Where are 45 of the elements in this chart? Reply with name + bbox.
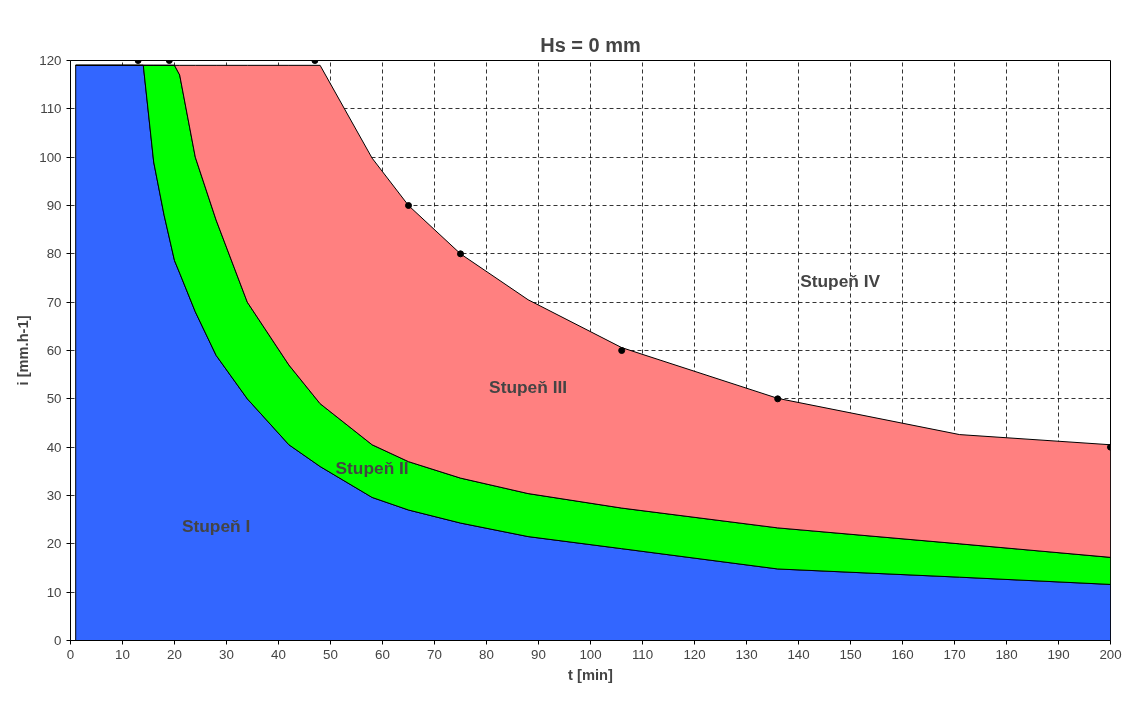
y-tick-label: 30 xyxy=(46,488,62,503)
x-tick-label: 100 xyxy=(579,646,602,662)
series-label: Stupeň III xyxy=(489,376,568,397)
y-tick-label: 90 xyxy=(46,198,62,213)
y-tick-label: 10 xyxy=(46,584,62,600)
y-tick-label: 80 xyxy=(46,246,62,262)
x-tick-label: 40 xyxy=(271,646,286,662)
x-tick-label: 80 xyxy=(479,646,494,662)
series-label: Stupeň II xyxy=(335,458,409,479)
x-tick-label: 190 xyxy=(1047,646,1070,662)
x-tick-label: 10 xyxy=(115,646,130,662)
x-tick-label: 50 xyxy=(323,646,338,662)
x-tick-label: 170 xyxy=(943,646,966,662)
x-tick-label: 110 xyxy=(631,646,654,662)
annotation: Stupeň IV xyxy=(800,270,881,291)
x-tick-label: 60 xyxy=(375,646,390,662)
x-tick-label: 180 xyxy=(995,646,1018,662)
series-label: Stupeň I xyxy=(181,516,251,537)
x-axis-title: t [min] xyxy=(568,666,613,683)
point xyxy=(774,395,782,403)
y-tick-label: 120 xyxy=(39,53,62,68)
point xyxy=(457,250,464,258)
y-tick-label: 0 xyxy=(54,633,62,648)
x-tick-label: 140 xyxy=(787,646,810,662)
x-tick-label: 90 xyxy=(531,646,546,662)
y-tick-label: 60 xyxy=(46,343,62,358)
chart-title: Hs = 0 mm xyxy=(540,33,641,56)
y-tick-label: 20 xyxy=(46,536,62,552)
x-tick-label: 20 xyxy=(167,646,182,662)
x-tick-label: 150 xyxy=(839,646,862,662)
x-tick-label: 0 xyxy=(66,646,75,662)
point xyxy=(618,347,626,354)
x-tick-label: 160 xyxy=(891,646,914,662)
y-tick-label: 110 xyxy=(40,101,62,117)
point xyxy=(405,202,412,209)
x-tick-label: 30 xyxy=(219,646,234,662)
x-tick-label: 70 xyxy=(427,646,442,662)
y-tick-label: 70 xyxy=(46,294,62,310)
x-tick-label: 130 xyxy=(735,646,758,662)
y-axis-title: i [mm.h-1] xyxy=(15,315,32,386)
y-tick-label: 100 xyxy=(39,149,62,165)
x-tick-label: 200 xyxy=(1099,646,1122,662)
y-tick-label: 40 xyxy=(46,439,62,455)
y-tick-label: 50 xyxy=(46,391,62,407)
x-tick-label: 120 xyxy=(683,646,706,662)
